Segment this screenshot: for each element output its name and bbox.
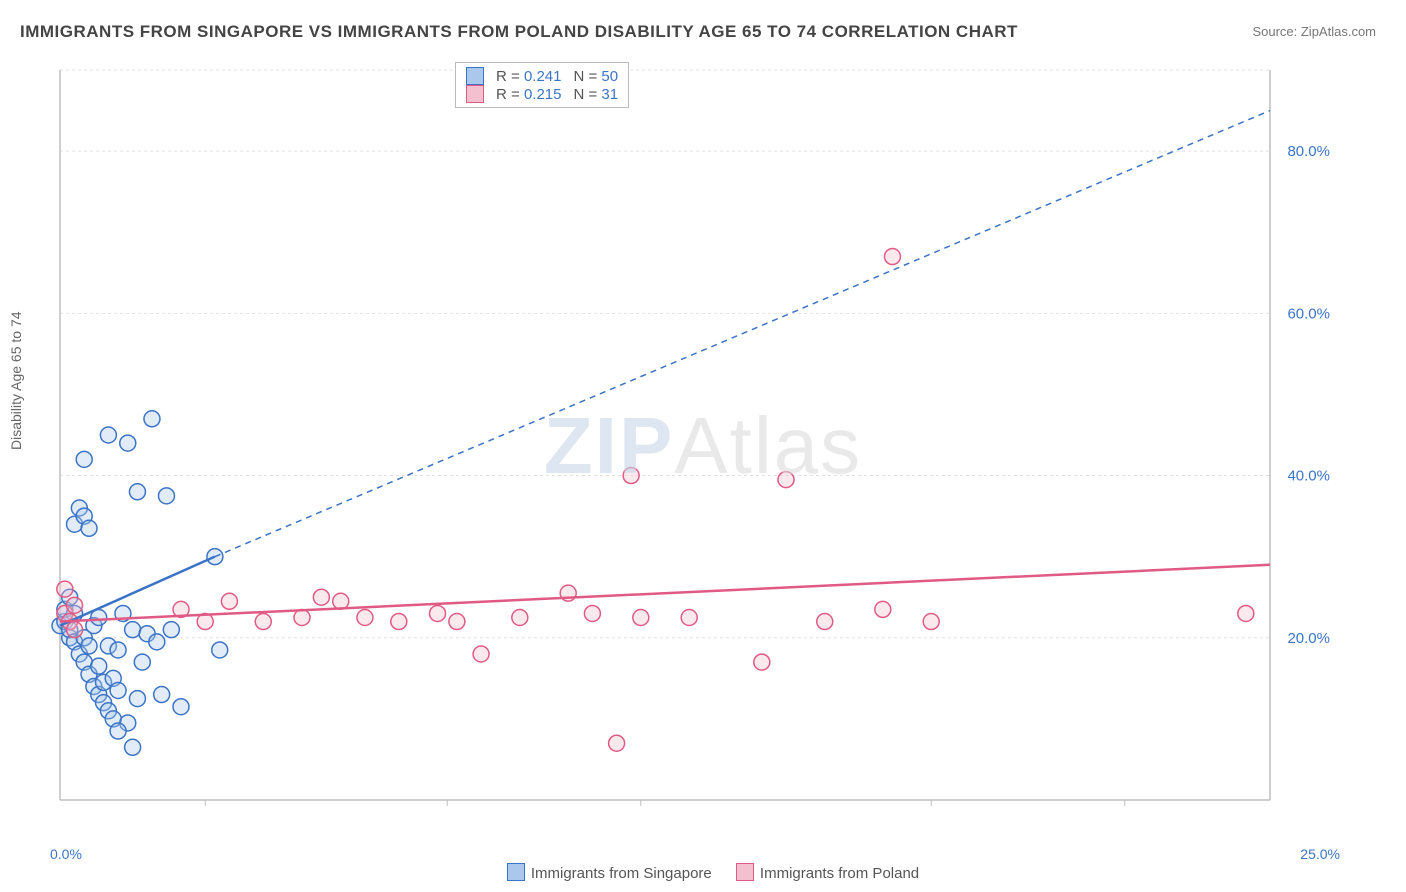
stats-legend: R = 0.241 N = 50 R = 0.215 N = 31	[455, 62, 629, 108]
legend-row-singapore: R = 0.241 N = 50	[466, 67, 618, 85]
svg-text:80.0%: 80.0%	[1287, 143, 1330, 160]
svg-text:40.0%: 40.0%	[1287, 468, 1330, 485]
legend-row-poland: R = 0.215 N = 31	[466, 85, 618, 103]
y-axis-label: Disability Age 65 to 74	[8, 311, 24, 450]
correlation-chart: 20.0% 40.0% 60.0% 80.0%	[50, 60, 1340, 820]
x-axis-min: 0.0%	[50, 846, 82, 862]
series-legend: Immigrants from Singapore Immigrants fro…	[0, 863, 1406, 882]
svg-text:20.0%: 20.0%	[1287, 630, 1330, 647]
x-axis-max: 25.0%	[1300, 846, 1340, 862]
source-text: Source: ZipAtlas.com	[1252, 24, 1376, 39]
chart-title: IMMIGRANTS FROM SINGAPORE VS IMMIGRANTS …	[20, 22, 1018, 42]
svg-text:60.0%: 60.0%	[1287, 305, 1330, 322]
